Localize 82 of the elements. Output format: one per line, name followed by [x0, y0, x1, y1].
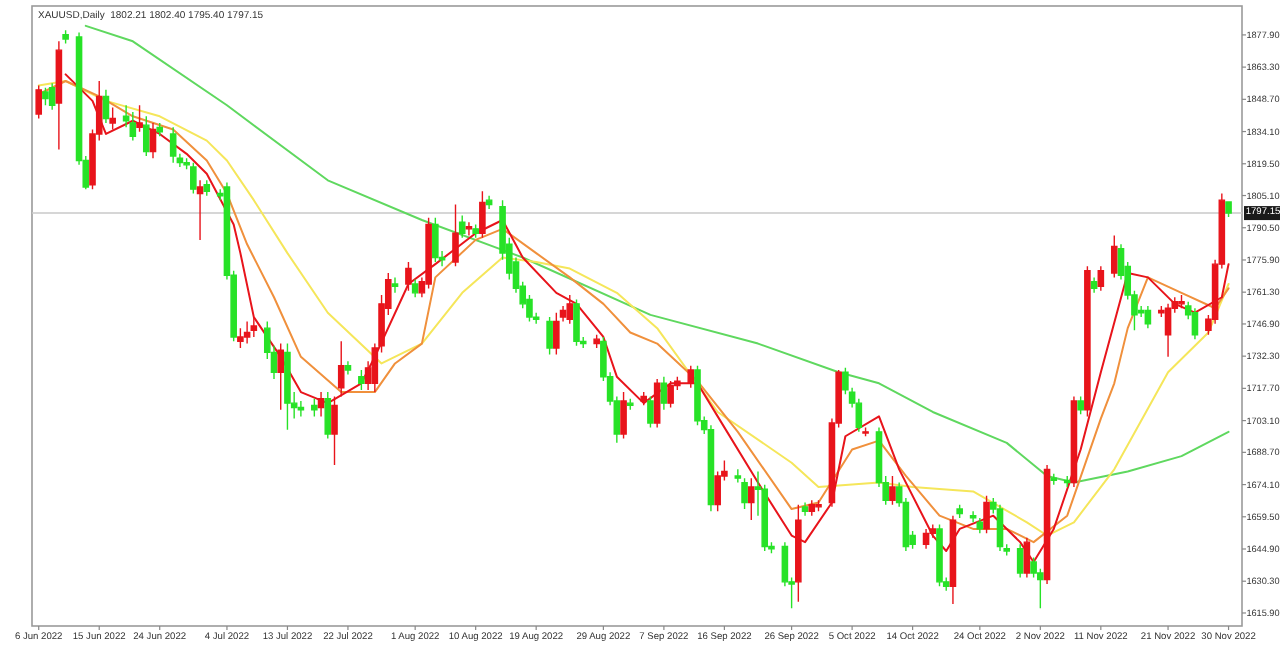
candlestick [593, 334, 600, 349]
candlestick [889, 475, 896, 506]
candlestick [687, 364, 695, 389]
candlestick [1070, 395, 1078, 488]
candlestick [1063, 475, 1071, 488]
candlestick [1225, 200, 1232, 218]
candlestick [626, 398, 634, 411]
candlestick [566, 294, 574, 325]
candlestick [324, 391, 332, 440]
candlestick [317, 391, 325, 418]
candlestick [277, 342, 285, 411]
candlestick [149, 122, 157, 159]
candlestick [647, 395, 654, 429]
candlestick [1097, 265, 1105, 292]
candlestick [358, 369, 365, 391]
candlestick [452, 203, 459, 268]
candlestick [640, 391, 648, 407]
candlestick [1191, 307, 1199, 340]
candlestick [808, 499, 816, 517]
candlestick [546, 316, 553, 356]
candlestick [747, 477, 755, 521]
candlestick [432, 217, 439, 263]
candlestick [156, 122, 164, 137]
candlestick [479, 190, 486, 239]
candlestick [1077, 395, 1084, 415]
candlestick [169, 126, 177, 164]
candlestick [1016, 543, 1024, 579]
candlestick [1090, 276, 1098, 294]
candlestick [102, 89, 110, 124]
candlestick [741, 477, 748, 510]
candlestick [237, 327, 244, 349]
candlestick [1164, 303, 1172, 358]
candlestick [331, 395, 338, 466]
candlestick [922, 528, 930, 550]
candlestick [142, 115, 150, 157]
candlestick [203, 179, 211, 197]
candlestick [936, 523, 943, 587]
candlestick [573, 298, 580, 347]
candlestick [297, 400, 305, 418]
candlestick [1050, 473, 1058, 486]
candlestick [250, 316, 258, 338]
candlestick [129, 111, 137, 142]
candlestick [1110, 234, 1118, 279]
candlestick [196, 179, 204, 241]
candlestick [801, 501, 809, 517]
candlestick [815, 499, 822, 512]
candlestick [620, 391, 627, 440]
candlestick [35, 84, 43, 120]
candlestick [48, 82, 56, 111]
candlestick [707, 424, 715, 512]
candlestick [337, 340, 345, 398]
candlestick [284, 342, 291, 431]
candlestick [465, 221, 473, 237]
candlestick [411, 278, 419, 298]
candlestick [391, 276, 399, 294]
candlestick [660, 375, 668, 411]
candlestick [1144, 305, 1152, 329]
candlestick [1178, 294, 1185, 309]
candlestick [862, 426, 869, 437]
candlestick [653, 378, 661, 429]
candlestick [983, 495, 990, 535]
candlestick [667, 380, 674, 409]
candlestick [405, 261, 412, 292]
candlestick [311, 398, 318, 418]
candlestick [109, 106, 116, 131]
candlestick [62, 29, 69, 45]
candlestick [694, 364, 701, 426]
candlestick [553, 311, 560, 356]
candlestick [485, 195, 493, 210]
line-series [84, 24, 1230, 484]
candlestick [956, 503, 963, 519]
candlestick [976, 517, 984, 535]
candlestick [996, 503, 1004, 552]
candlestick [472, 223, 479, 239]
candlestick [344, 360, 352, 376]
candlestick [425, 217, 432, 290]
candlestick [42, 86, 49, 106]
candlestick [190, 161, 197, 195]
candlestick [458, 214, 466, 239]
candlestick [1084, 265, 1091, 418]
candlestick [243, 320, 251, 345]
candlestick [136, 104, 143, 133]
